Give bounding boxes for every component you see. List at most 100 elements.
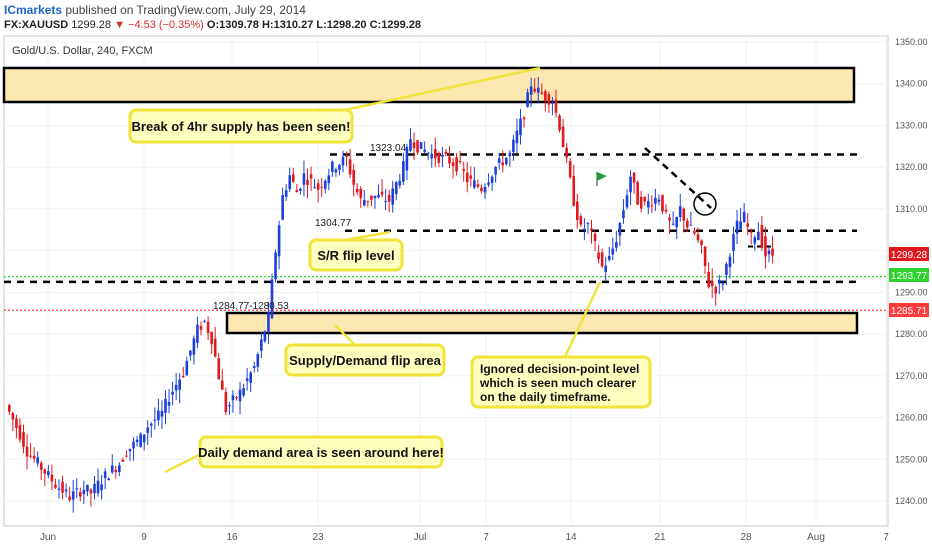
price-change: −4.53 (−0.35%) [128, 19, 204, 31]
close-value: C:1299.28 [369, 19, 421, 31]
candle-body [299, 188, 302, 191]
daily-demand-text: Daily demand area is seen around here! [198, 445, 444, 460]
candle-body [668, 217, 671, 221]
x-tick-label: Aug [807, 532, 825, 543]
candle-body [192, 338, 196, 355]
level-1323-label: 1323.04 [370, 143, 407, 154]
candle-body [252, 366, 256, 368]
candle-body [405, 146, 409, 171]
open-value: O:1309.78 [206, 19, 259, 31]
candle-body [260, 339, 263, 351]
candle-body [189, 350, 192, 356]
candle-body [263, 331, 267, 342]
candle-body [487, 182, 490, 185]
candle-body [423, 149, 426, 152]
candle-body [135, 439, 139, 442]
candle-body [718, 279, 721, 284]
candle-body [274, 252, 277, 280]
candle-body [281, 194, 284, 220]
candle-body [675, 217, 678, 228]
candle-body [221, 380, 224, 390]
candle-body [480, 187, 483, 192]
green-price-tag: 1293.77 [891, 271, 928, 282]
last-price: 1299.28 [71, 19, 111, 31]
annotation-ignored-level: Ignored decision-point level which is se… [470, 281, 652, 409]
candle-body [142, 434, 146, 443]
candle-body [462, 169, 465, 171]
chart-header: ICmarkets published on TradingView.com, … [0, 0, 932, 36]
candle-body [561, 126, 565, 148]
y-tick-label: 1260.00 [895, 413, 928, 423]
candle-body [497, 158, 501, 163]
candle-body [607, 256, 611, 260]
candle-body [434, 149, 437, 159]
x-tick-label: 23 [312, 532, 324, 543]
candle-body [615, 242, 618, 248]
candle-body [103, 471, 107, 479]
candle-body [50, 474, 54, 482]
candle-body [160, 410, 164, 417]
candle-body [181, 375, 185, 377]
y-tick-label: 1340.00 [895, 79, 928, 89]
annotation-daily-demand: Daily demand area is seen around here! [164, 435, 444, 474]
y-tick-label: 1250.00 [895, 454, 928, 464]
candle-body [277, 225, 281, 257]
candle-body [110, 465, 114, 473]
candle-body [228, 405, 231, 407]
candle-body [647, 201, 650, 208]
candle-body [22, 432, 25, 447]
candle-body [167, 401, 171, 406]
candle-body [118, 465, 121, 473]
candle-body [632, 172, 636, 183]
x-tick-label: 7 [883, 532, 889, 543]
candle-body [93, 483, 96, 494]
x-tick-label: 21 [654, 532, 666, 543]
high-value: H:1310.27 [261, 19, 314, 31]
symbol-label: FX:XAUUSD [4, 19, 69, 31]
candle-body [412, 142, 416, 149]
candle-body [96, 480, 100, 494]
candle-body [565, 147, 568, 158]
candle-body [732, 234, 735, 251]
candle-body [458, 160, 462, 162]
candle-body [15, 418, 18, 429]
candle-body [710, 281, 714, 287]
candle-body [270, 279, 274, 319]
candle-body [178, 379, 181, 390]
level-lines [4, 153, 888, 311]
candle-body [611, 248, 615, 255]
candle-body [334, 169, 338, 173]
candle-body [313, 187, 316, 189]
candle-body [764, 236, 767, 257]
candle-body [316, 183, 320, 190]
x-tick-label: 14 [565, 532, 577, 543]
candle-body [68, 496, 71, 501]
candle-body [686, 220, 689, 228]
candle-body [384, 200, 387, 202]
candle-body [501, 162, 505, 166]
candle-body [639, 196, 643, 209]
level-1304-label: 1304.77 [315, 218, 352, 229]
candle-body [370, 195, 373, 200]
candle-body [288, 175, 292, 190]
candle-body [583, 228, 586, 230]
candle-body [568, 161, 572, 178]
candle-body [579, 216, 583, 225]
candle-body [597, 252, 600, 259]
candle-body [689, 224, 693, 226]
candle-body [284, 190, 288, 197]
candle-body [650, 205, 654, 207]
candle-body [323, 180, 327, 189]
descending-trendline [644, 147, 712, 209]
candle-body [678, 206, 682, 218]
y-tick-label: 1310.00 [895, 204, 928, 214]
candle-body [341, 156, 345, 166]
candle-body [494, 167, 497, 175]
candle-body [749, 231, 753, 233]
supply-zone [2, 66, 856, 104]
candle-body [306, 179, 309, 185]
brand-link[interactable]: ICmarkets [4, 3, 63, 17]
candle-body [636, 182, 639, 205]
